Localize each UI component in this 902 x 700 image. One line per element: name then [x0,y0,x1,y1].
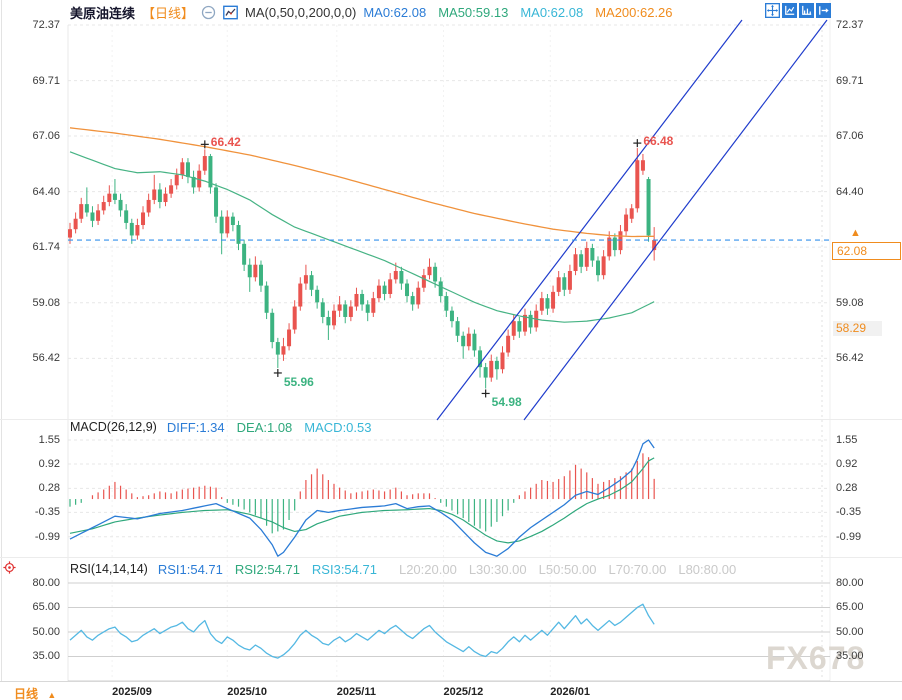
indicator-level-label: L80:80.00 [678,562,737,577]
indicator-level-label: L50:50.00 [538,562,597,577]
indicator-level-label: L20:20.00 [398,562,457,577]
chevron-up-icon: ▲ [47,690,57,700]
indicator-value: DEA:1.08 [236,420,293,435]
last-price-tag: 62.08 [832,242,901,261]
rsi-values: RSI1:54.71 RSI2:54.71 RSI3:54.71 [158,562,389,577]
collapse-circle-minus-icon[interactable] [201,5,216,20]
period-tag: 【日线】 [142,6,195,21]
rsi-level-labels: L20:20.00 L30:30.00 L50:50.00 L70:70.00 L80:… [399,562,748,577]
macd-values: DIFF:1.34 DEA:1.08 MACD:0.53 [167,420,384,435]
chart-toolbar [765,3,831,18]
macd-title: MACD(26,12,9) [70,420,157,434]
symbol-title: 美原油连续 [70,6,136,21]
axis-scale-icon[interactable] [782,3,797,18]
indicator-value: MACD:0.53 [304,420,372,435]
indicator-level-label: L70:70.00 [608,562,667,577]
period-selector-label: 日线 [14,687,39,700]
x-axis-date: 2025/10 [227,686,268,698]
indicator-value: MA50:59.13 [438,5,509,20]
indicator-value: MA0:62.08 [363,5,427,20]
indicator-level-label: L30:30.00 [468,562,527,577]
jump-latest-icon[interactable] [816,3,831,18]
x-axis-date: 2025/11 [336,686,376,698]
rsi-title: RSI(14,14,14) [70,562,148,576]
pan-move-icon[interactable] [765,3,780,18]
crosshair-target-icon[interactable] [2,560,17,575]
last-price-value: 62.08 [837,244,868,259]
indicator-value: MA200:62.26 [595,5,673,20]
reference-price-value: 58.29 [836,321,867,336]
watermark: FX678 [766,640,866,676]
chart-header: 美原油连续 【日线】 MA(0,50,0,200,0,0) MA0:62.08 M… [70,3,685,22]
indicator-value: RSI1:54.71 [157,562,223,577]
period-selector[interactable]: 日线 ▲ [14,685,56,700]
ma-values: MA0:62.08 MA50:59.13 MA0:62.08 MA200:62.26 [363,5,684,20]
ma-settings-label: MA(0,50,0,200,0,0) [245,5,357,20]
indicator-value: MA0:62.08 [520,5,584,20]
reference-price-tag: 58.29 [833,321,882,337]
x-axis-date: 2025/12 [443,686,484,698]
x-axis-date: 2026/01 [550,686,591,698]
indicator-value: DIFF:1.34 [166,420,225,435]
macd-pane-header: MACD(26,12,9) DIFF:1.34 DEA:1.08 MACD:0.53 [70,420,384,435]
axis-auto-icon[interactable] [799,3,814,18]
rsi-pane-header: RSI(14,14,14) RSI1:54.71 RSI2:54.71 RSI3:5… [70,562,748,577]
kline-chart-icon [223,5,238,20]
time-axis-bar: 日线 ▲ 2025/09 2025/10 2025/11 2025/12 2026/01 [0,681,902,700]
x-axis-date: 2025/09 [112,686,152,698]
indicator-value: RSI3:54.71 [311,562,377,577]
indicator-value: RSI2:54.71 [234,562,300,577]
last-price-arrow-icon: ▲ [850,227,861,240]
